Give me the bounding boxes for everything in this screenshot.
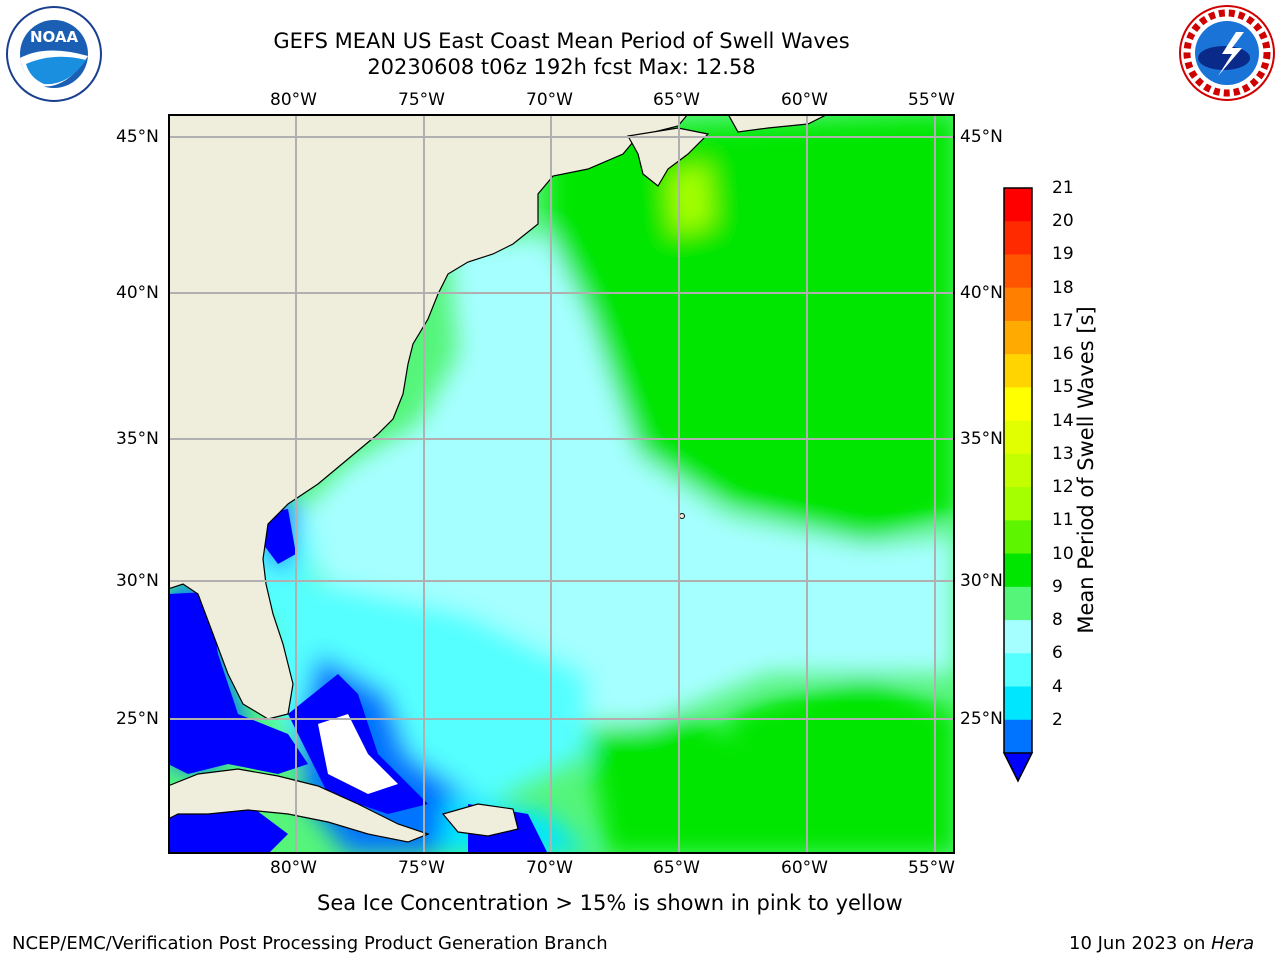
colorbar-band [1004, 620, 1032, 654]
colorbar-tick-label: 20 [1052, 211, 1074, 232]
footer-date-text: 10 Jun 2023 on [1069, 933, 1212, 954]
nova-scotia-land [627, 127, 710, 187]
chart-subtitle: 20230608 t06z 192h fcst Max: 12.58 [367, 55, 756, 79]
lon-label-bottom-60w: 60°W [781, 858, 828, 878]
lon-label-bottom-55w: 55°W [908, 858, 955, 878]
colorbar-tick-label: 8 [1052, 610, 1063, 631]
colorbar-tick-label: 4 [1052, 676, 1063, 697]
lon-label-top-75w: 75°W [398, 90, 445, 110]
colorbar-tick-label: 2 [1052, 709, 1063, 730]
colorbar-band [1004, 487, 1032, 521]
lon-label-bottom-75w: 75°W [398, 858, 445, 878]
svg-text:NOAA: NOAA [30, 28, 79, 46]
footer-credit: NCEP/EMC/Verification Post Processing Pr… [12, 933, 608, 954]
us-east-coast-land [168, 114, 689, 720]
colorbar-tick-label: 11 [1052, 510, 1074, 531]
colorbar-band [1004, 354, 1032, 388]
colorbar-label: Mean Period of Swell Waves [s] [1074, 306, 1098, 634]
noaa-logo: NOAA [6, 6, 102, 102]
colorbar-tick-label: 15 [1052, 377, 1074, 398]
lat-label-left-40n: 40°N [116, 283, 159, 303]
cuba-shelf-south [168, 804, 288, 854]
lat-label-left-35n: 35°N [116, 429, 159, 449]
colorbar-band [1004, 686, 1032, 721]
cuba-land [168, 768, 430, 843]
florida-shelf-shallow [168, 592, 308, 774]
colorbar-band [1004, 320, 1032, 355]
footer-host: Hera [1211, 933, 1255, 954]
colorbar-band [1004, 221, 1032, 255]
colorbar-tick-label: 18 [1052, 277, 1074, 298]
colorbar-under-arrow [1002, 752, 1034, 783]
sea-ice-note: Sea Ice Concentration > 15% is shown in … [317, 891, 903, 915]
colorbar-tick-label: 9 [1052, 576, 1063, 597]
lon-label-top-70w: 70°W [526, 90, 573, 110]
lon-label-bottom-65w: 65°W [653, 858, 700, 878]
colorbar-tick-label: 21 [1052, 178, 1074, 198]
colorbar-band [1004, 719, 1032, 754]
lat-label-right-30n: 30°N [960, 571, 1003, 591]
lon-label-top-60w: 60°W [781, 90, 828, 110]
newfoundland-land [727, 114, 829, 133]
hispaniola-land [441, 803, 519, 837]
colorbar-tick-label: 6 [1052, 643, 1063, 664]
colorbar-band [1004, 387, 1032, 422]
lat-label-right-40n: 40°N [960, 283, 1003, 303]
colorbar-band [1004, 586, 1032, 621]
colorbar-svg [1002, 187, 1034, 783]
map-svg [168, 114, 955, 854]
colorbar-band [1004, 653, 1032, 688]
lon-label-top-80w: 80°W [270, 90, 317, 110]
lat-label-right-45n: 45°N [960, 127, 1003, 147]
map-frame [168, 114, 955, 854]
swell-period-map [168, 114, 955, 854]
colorbar-band [1004, 420, 1032, 455]
colorbar-band [1004, 287, 1032, 322]
lat-label-right-35n: 35°N [960, 429, 1003, 449]
lon-label-bottom-80w: 80°W [270, 858, 317, 878]
nws-logo [1178, 4, 1276, 102]
lat-label-left-30n: 30°N [116, 571, 159, 591]
colorbar-band [1004, 453, 1032, 488]
colorbar-frame [1003, 187, 1033, 753]
colorbar-band [1004, 254, 1032, 289]
lon-label-top-65w: 65°W [653, 90, 700, 110]
bermuda-island [679, 513, 685, 519]
colorbar [1000, 186, 1040, 786]
bahamas-banks-masked [318, 714, 398, 794]
graticule [168, 114, 955, 854]
colorbar-tick-label: 17 [1052, 310, 1074, 331]
lon-label-bottom-70w: 70°W [526, 858, 573, 878]
colorbar-band [1004, 188, 1032, 222]
footer-date: 10 Jun 2023 on Hera [1069, 933, 1254, 954]
lat-label-left-25n: 25°N [116, 709, 159, 729]
lat-label-right-25n: 25°N [960, 709, 1003, 729]
colorbar-band [1004, 553, 1032, 588]
colorbar-tick-label: 10 [1052, 543, 1074, 564]
lat-label-left-45n: 45°N [116, 127, 159, 147]
colorbar-tick-label: 16 [1052, 344, 1074, 365]
colorbar-band [1004, 520, 1032, 555]
colorbar-tick-label: 12 [1052, 477, 1074, 498]
colorbar-tick-label: 19 [1052, 244, 1074, 265]
colorbar-ticks: 21 20 19 18 17 16 15 14 13 12 11 10 9 8 6 4 2 [1052, 0, 1112, 960]
colorbar-tick-label: 13 [1052, 443, 1074, 464]
colorbar-tick-label: 14 [1052, 410, 1074, 431]
chart-title: GEFS MEAN US East Coast Mean Period of S… [273, 29, 850, 53]
lon-label-top-55w: 55°W [908, 90, 955, 110]
